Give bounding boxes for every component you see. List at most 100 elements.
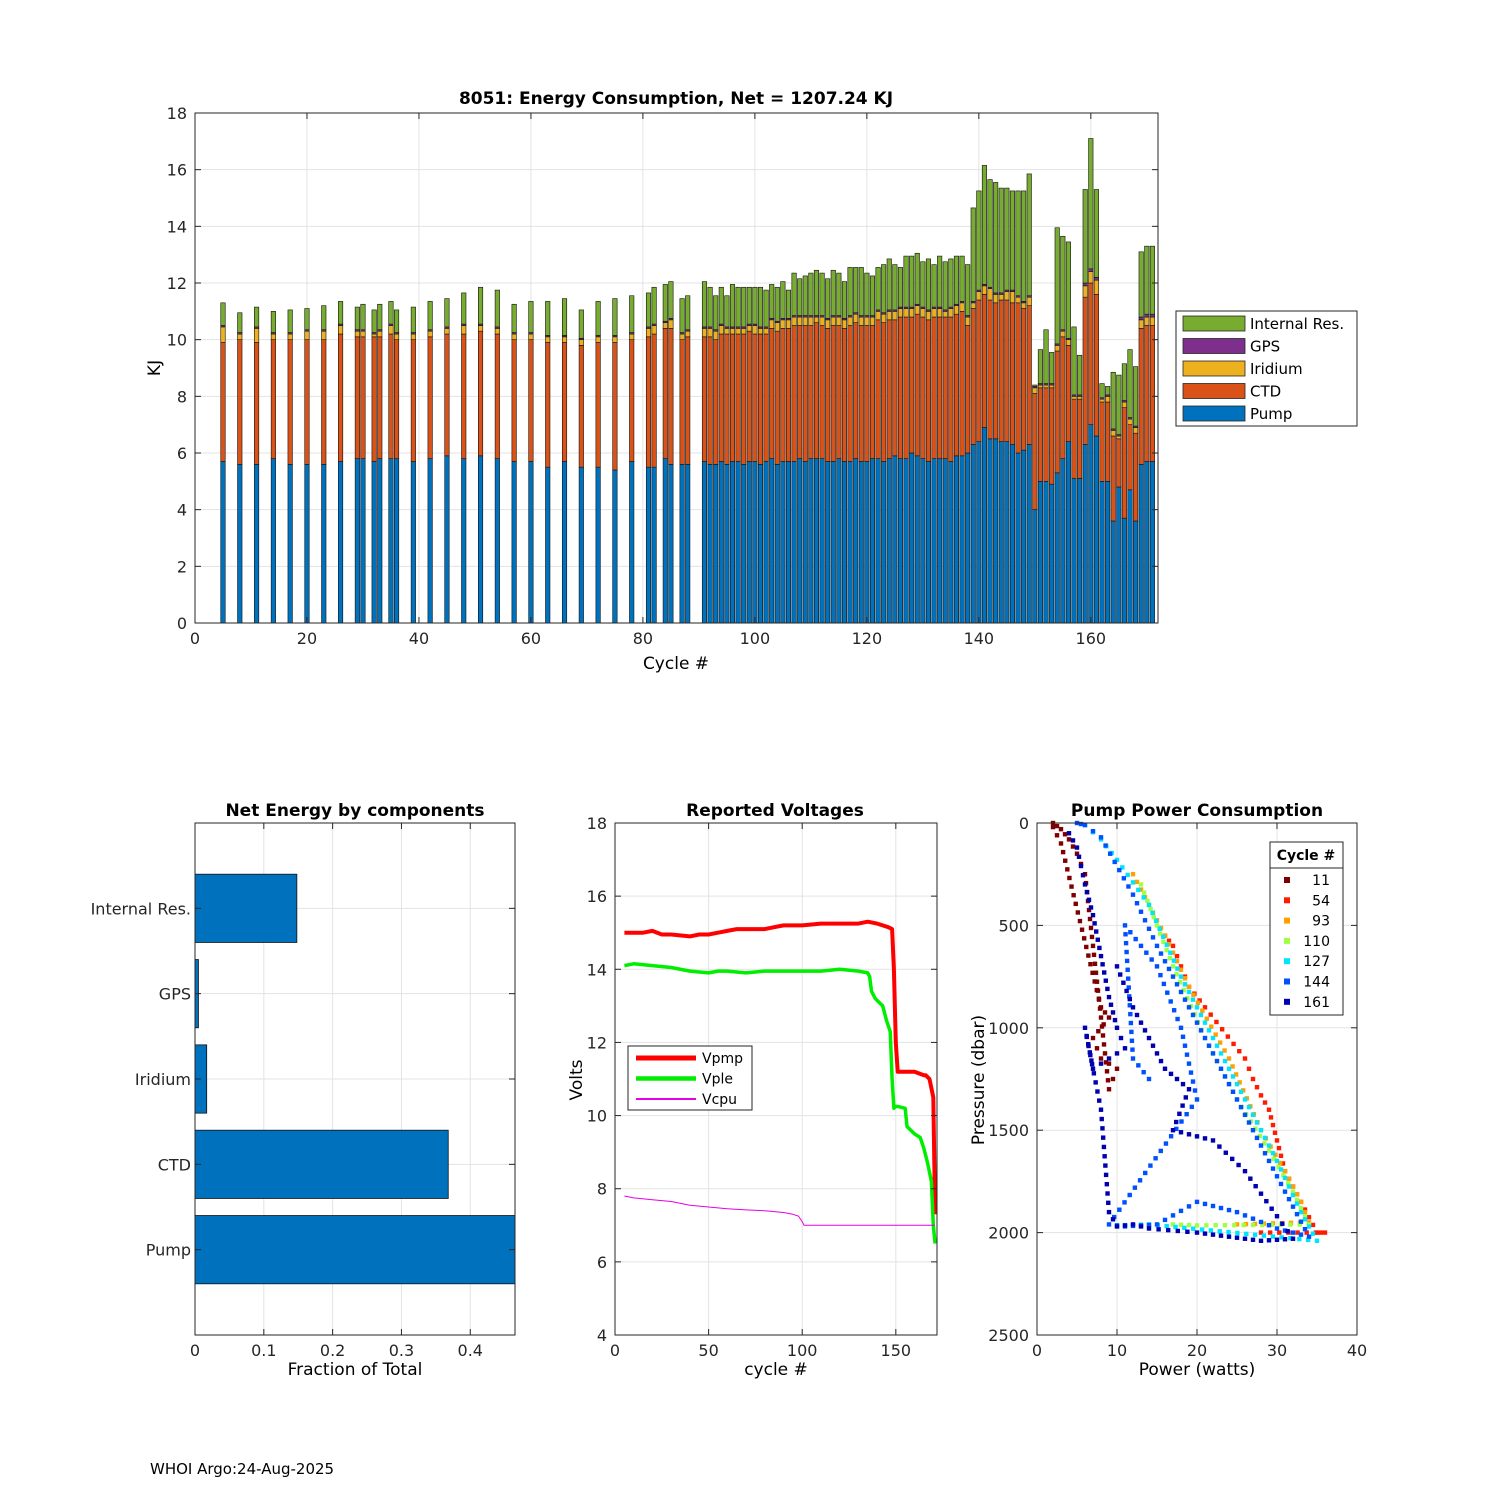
bar-iridium-cycle-14 [270,333,276,340]
y-tick-label: 18 [587,814,607,833]
scatter-point-cycle-144 [1163,1141,1169,1146]
bar-internal-res-cycle-156 [1065,241,1071,339]
scatter-point-cycle-161 [1202,1136,1208,1141]
bar-internal-res-cycle-51 [478,286,484,325]
bar-ctd-cycle-136 [953,313,959,457]
x-tick-label: 100 [740,629,771,648]
bar-internal-res-cycle-147 [1015,190,1021,297]
bar-ctd-cycle-119 [858,325,864,462]
x-tick-label: 120 [852,629,883,648]
scatter-point-cycle-11 [1050,824,1056,830]
legend-label: CTD [1250,383,1281,401]
scatter-point-cycle-93 [1178,967,1184,972]
bar-iridium-cycle-98 [741,328,747,335]
scatter-point-cycle-161 [1106,1209,1112,1215]
scatter-point-cycle-161 [1138,1020,1144,1025]
scatter-point-cycle-54 [1174,953,1180,959]
bar-pump-cycle-140 [976,441,982,624]
scatter-point-cycle-161 [1242,1236,1248,1241]
scatter-point-cycle-144 [1242,1112,1248,1118]
scatter-point-cycle-144 [1179,1119,1184,1124]
scatter-point-cycle-127 [1286,1184,1292,1189]
bar-pump-cycle-128 [909,452,915,624]
bar-ctd-cycle-144 [998,299,1004,442]
scatter-point-cycle-54 [1262,1100,1268,1105]
scatter-point-cycle-144 [1111,1214,1117,1220]
scatter-point-cycle-93 [1130,872,1136,877]
scatter-point-cycle-93 [1282,1168,1288,1174]
scatter-point-cycle-11 [1088,925,1094,931]
scatter-point-cycle-161 [1100,1126,1105,1131]
bar-iridium-cycle-168 [1133,427,1139,434]
bar-iridium-cycle-109 [802,316,808,326]
bar-internal-res-cycle-54 [494,289,500,328]
scatter-point-cycle-144 [1294,1211,1300,1217]
bar-iridium-cycle-17 [287,333,293,340]
bar-internal-res-cycle-160 [1088,138,1094,270]
scatter-point-cycle-54 [1258,1093,1264,1098]
scatter-point-cycle-144 [1175,1016,1180,1022]
scatter-point-cycle-161 [1156,1227,1161,1232]
legend-swatch [1182,405,1246,422]
bar-internal-res-cycle-97 [735,286,741,328]
bar-iridium-cycle-60 [528,333,534,340]
legend-label: Iridium [1250,360,1303,378]
scatter-point-cycle-54 [1219,1027,1225,1032]
scatter-point-cycle-161 [1185,1229,1190,1234]
scatter-point-cycle-144 [1230,1089,1236,1094]
bar-iridium-cycle-114 [830,316,836,326]
bar-iridium-cycle-101 [757,328,764,335]
bar-iridium-cycle-122 [875,311,881,321]
scatter-point-cycle-144 [1168,999,1173,1004]
bar-iridium-cycle-145 [1004,291,1010,301]
bar-internal-res-cycle-122 [875,267,881,311]
bar-pump-cycle-93 [713,464,719,624]
bar-iridium-cycle-116 [841,319,848,329]
bar-ctd-cycle-108 [797,325,803,459]
y-tick-label: 16 [167,161,187,180]
scatter-point-cycle-127 [1182,982,1188,987]
x-tick-label: 0 [1032,1341,1042,1360]
scatter-point-cycle-11 [1073,901,1078,907]
x-tick-label: 10 [1107,1341,1127,1360]
scatter-point-cycle-161 [1089,1062,1095,1067]
chart-title: Net Energy by components [225,801,484,821]
bar-pump-cycle-100 [752,461,758,624]
bar-ctd-cycle-132 [931,316,937,459]
scatter-point-cycle-127 [1270,1234,1275,1239]
scatter-point-cycle-161 [1146,1035,1152,1041]
scatter-point-cycle-161 [1258,1191,1264,1196]
scatter-point-cycle-110 [1266,1148,1272,1153]
bar-pump-cycle-155 [1060,458,1066,624]
bar-pump-cycle-153 [1049,483,1055,624]
bar-pump-cycle-134 [942,458,948,624]
bar-iridium-cycle-72 [595,336,601,343]
scatter-point-cycle-144 [1128,1011,1133,1017]
bar-internal-res-cycle-125 [892,264,898,311]
scatter-point-cycle-127 [1141,895,1146,900]
bar-internal-res-cycle-92 [707,286,713,328]
bar-internal-res-cycle-110 [808,272,814,316]
bar-ctd-cycle-112 [819,325,825,459]
scatter-point-cycle-144 [1194,1020,1200,1025]
scatter-point-cycle-11 [1098,1015,1104,1020]
bar-internal-res-cycle-138 [965,264,971,316]
scatter-point-cycle-144 [1130,892,1136,897]
scatter-point-cycle-127 [1242,1097,1248,1102]
x-tick-label: 0.3 [389,1341,414,1360]
scatter-point-cycle-54 [1214,1019,1219,1025]
bar-pump-cycle-66 [561,461,568,624]
scatter-point-cycle-161 [1210,1138,1216,1143]
bar-ctd-cycle-75 [612,342,618,471]
scatter-point-cycle-144 [1158,972,1163,978]
bar-iridium-cycle-11 [254,328,260,343]
bar-pump-cycle-152 [1043,481,1049,624]
bar-iridium-cycle-124 [886,311,892,321]
bar-internal-res-cycle-117 [847,267,853,316]
bar-iridium-cycle-35 [388,325,394,335]
bar-ctd-cycle-151 [1037,387,1043,482]
bar-internal-res-cycle-112 [819,272,825,316]
scatter-point-cycle-161 [1102,1154,1107,1159]
scatter-point-cycle-144 [1124,949,1129,955]
